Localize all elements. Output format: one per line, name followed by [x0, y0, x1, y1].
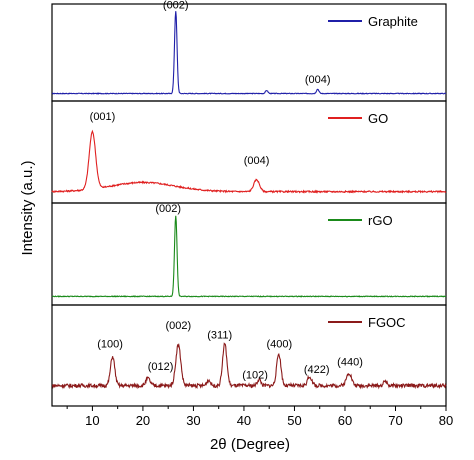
x-tick-label: 20: [136, 413, 150, 428]
series-line-rgo: [51, 215, 446, 298]
peak-label: (422): [304, 364, 330, 376]
peak-label: (012): [148, 361, 174, 373]
panel-frame: [51, 304, 447, 407]
chart-panels: (002) (004) Graphite (001) (004) GO (002) rGO (1…: [51, 0, 447, 407]
x-axis: 10 20 30 40 50 60 70 80: [66, 406, 453, 428]
peak-label: (440): [337, 357, 363, 369]
legend-label: GO: [368, 111, 388, 126]
x-tick-label: 70: [388, 413, 402, 428]
peak-label: (004): [244, 155, 270, 167]
panel-go: (001) (004) GO: [51, 100, 447, 204]
x-tick-label: 80: [439, 413, 453, 428]
series-line-fgoc: [51, 342, 447, 390]
peak-label: (311): [207, 329, 232, 341]
x-tick-label: 30: [186, 413, 200, 428]
x-axis-title: 2θ (Degree): [210, 436, 290, 453]
x-tick-label: 10: [85, 413, 99, 428]
panel-fgoc: (100) (012) (002) (311) (102) (400) (422) (440)…: [51, 304, 447, 407]
peak-label: (004): [305, 74, 331, 86]
peak-label: (400): [266, 338, 292, 350]
x-tick-label: 50: [287, 413, 301, 428]
peak-label: (001): [90, 111, 116, 123]
peak-label: (102): [242, 369, 268, 381]
panel-rgo: (002) rGO: [51, 202, 447, 306]
series-line-go: [51, 129, 447, 194]
y-axis-title: Intensity (a.u.): [19, 160, 36, 255]
peak-label: (002): [163, 0, 189, 11]
peak-label: (002): [165, 320, 191, 332]
x-tick-label: 40: [237, 413, 251, 428]
series-line-graphite: [51, 11, 447, 95]
panel-graphite: (002) (004) Graphite: [51, 0, 447, 102]
legend-label: rGO: [368, 213, 393, 228]
x-tick-label: 60: [338, 413, 352, 428]
peak-label: (100): [97, 338, 123, 350]
legend-label: Graphite: [368, 14, 418, 29]
legend-label: FGOC: [368, 315, 406, 330]
peak-label: (002): [155, 203, 181, 215]
